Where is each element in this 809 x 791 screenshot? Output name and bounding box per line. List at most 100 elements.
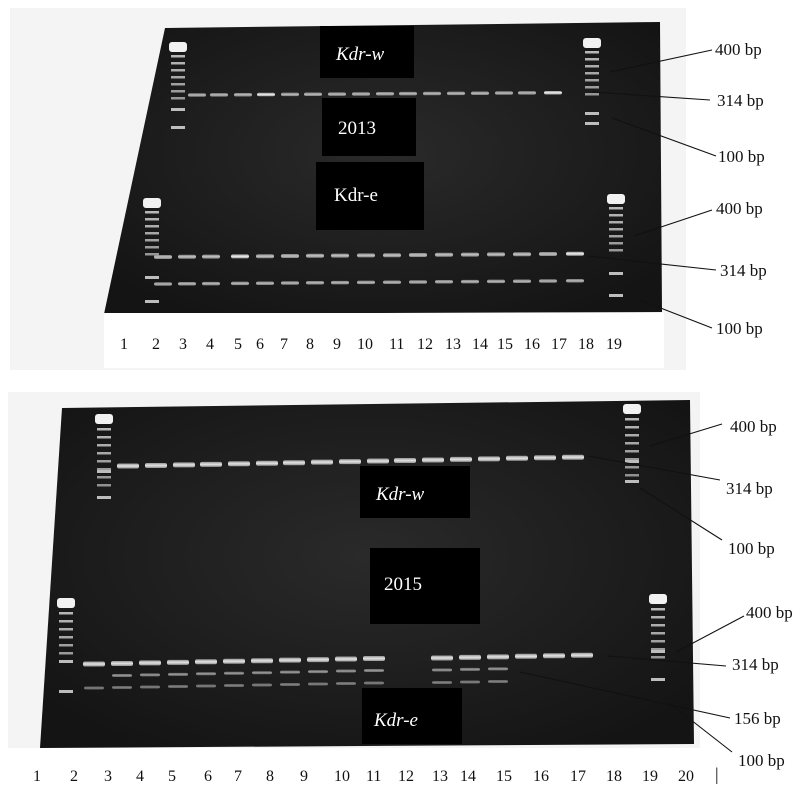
ladder-lane [95, 414, 113, 499]
dna-band [283, 460, 305, 466]
ladder-band [97, 470, 111, 473]
ladder-band [625, 460, 639, 463]
dna-band [168, 685, 188, 688]
dna-band [139, 660, 161, 666]
dna-band [210, 93, 228, 97]
wild-type-label: Kdr-w [375, 484, 425, 505]
lane-number: 6 [256, 336, 264, 353]
band-layer [57, 404, 667, 693]
dna-band [307, 657, 329, 663]
dna-band [422, 457, 444, 463]
dna-band [117, 463, 139, 469]
ladder-band [97, 476, 111, 479]
ladder-band [585, 112, 599, 115]
lane-strip [104, 313, 664, 368]
label-box [322, 98, 416, 156]
pointer-line [587, 455, 721, 481]
ladder-band [145, 232, 159, 235]
ladder-band [171, 76, 185, 79]
dna-band [196, 672, 216, 676]
dna-band [228, 461, 250, 467]
marker-label: 400 bp [746, 603, 793, 622]
marker-pointers [519, 423, 745, 753]
ladder-band [625, 474, 639, 477]
ladder-band [171, 126, 185, 129]
dna-band [383, 253, 401, 258]
ladder-band [97, 428, 111, 431]
wild-type-label: Kdr-w [335, 44, 385, 65]
lane-number: 16 [533, 768, 549, 785]
dna-band [432, 668, 452, 672]
dna-band [566, 251, 584, 256]
dna-band [280, 683, 300, 686]
dna-band [543, 653, 565, 659]
lane-number: 3 [104, 768, 112, 785]
dna-band [251, 658, 273, 664]
lane-number: 13 [445, 336, 461, 353]
dna-band [331, 280, 349, 285]
ladder-band [145, 300, 159, 303]
dna-band [459, 654, 481, 660]
dna-band [178, 254, 196, 259]
dna-band [487, 654, 509, 660]
dna-band [281, 254, 299, 258]
ladder-band [97, 496, 111, 499]
ladder-band [625, 480, 639, 483]
dna-band [357, 280, 375, 285]
ladder-band [609, 272, 623, 275]
dna-band [112, 673, 132, 677]
dna-band [376, 92, 394, 96]
dna-band [471, 91, 489, 95]
lane-number: 14 [472, 336, 488, 353]
pointer-line [667, 701, 733, 753]
dna-band [431, 655, 453, 661]
ladder-band [609, 207, 623, 210]
lane-number: 16 [524, 336, 540, 353]
lane-number: 1 [33, 768, 41, 785]
dna-band [409, 253, 427, 257]
dna-band [488, 680, 508, 683]
lane-number: 4 [136, 768, 144, 785]
lane-numbers: 1 2 3 4 5 6 7 8 9 10 11 12 13 14 15 16 17 18 19 20 [33, 768, 694, 785]
ladder-band [609, 221, 623, 224]
lane-number: 20 [678, 768, 694, 785]
dna-band [167, 659, 189, 665]
ladder-band [651, 624, 665, 627]
edge-mark: | [715, 764, 719, 784]
dna-band [200, 461, 222, 467]
ladder-band [609, 242, 623, 245]
dna-band [534, 455, 556, 461]
ladder-band [59, 660, 73, 663]
dna-band [566, 279, 584, 283]
pointer-line [591, 91, 711, 101]
ladder-band [145, 225, 159, 228]
dna-band [487, 279, 505, 284]
ladder-band [625, 426, 639, 429]
dna-band [544, 91, 562, 95]
dna-band [432, 681, 452, 684]
ladder-lane [623, 404, 641, 483]
dna-band [224, 671, 244, 675]
dna-band [461, 252, 479, 257]
lane-number: 18 [578, 336, 594, 353]
dna-band [154, 282, 172, 286]
ladder-band [97, 444, 111, 447]
ladder-band [585, 86, 599, 89]
ladder-band [145, 211, 159, 214]
ladder-band [145, 246, 159, 249]
lane-number: 17 [570, 768, 586, 785]
lane-number: 11 [366, 768, 381, 785]
dna-band [488, 667, 508, 671]
lane-number: 1 [120, 336, 128, 353]
dna-band [252, 671, 272, 675]
dna-band [188, 93, 206, 97]
ladder-band [143, 198, 161, 208]
pointer-line [607, 655, 727, 667]
ladder-band [169, 42, 187, 52]
lane-number: 11 [389, 336, 404, 353]
ladder-band [171, 55, 185, 58]
dna-band [571, 652, 593, 658]
dna-band [562, 454, 584, 460]
marker-label: 100 bp [718, 147, 765, 166]
